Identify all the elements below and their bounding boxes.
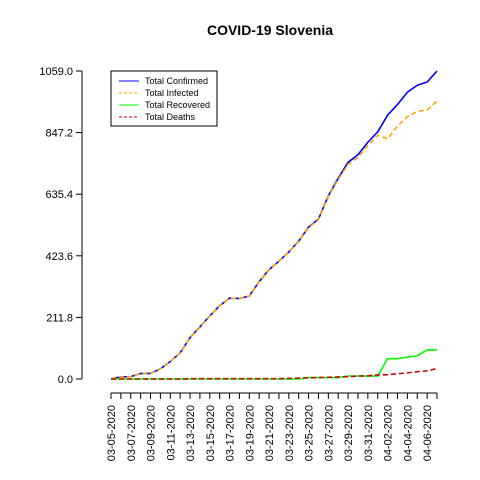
y-tick-label: 423.6 xyxy=(45,251,73,263)
legend-box xyxy=(110,70,218,127)
legend-label: Total Infected xyxy=(145,88,199,98)
legend-label: Total Deaths xyxy=(145,112,196,122)
y-tick-label: 1059.0 xyxy=(39,66,73,78)
x-tick-label: 03-27-2020 xyxy=(323,405,335,461)
x-tick-label: 03-15-2020 xyxy=(205,405,217,461)
legend: Total Confirmed Total Infected Total Recov… xyxy=(110,70,218,127)
y-tick-label: 211.8 xyxy=(46,312,73,324)
series-group xyxy=(110,70,438,380)
x-tick-label: 03-07-2020 xyxy=(126,405,138,461)
y-tick-label: 847.2 xyxy=(45,128,73,140)
x-tick-label: 04-04-2020 xyxy=(402,405,414,461)
legend-label: Total Recovered xyxy=(145,100,210,110)
x-tick-label: 03-21-2020 xyxy=(264,405,276,461)
y-axis: 0.0 211.8 423.6 635.4 847.2 1059.0 xyxy=(39,66,83,386)
x-tick-label: 03-11-2020 xyxy=(165,405,177,460)
x-tick-label: 03-09-2020 xyxy=(146,405,158,461)
chart-title: COVID-19 Slovenia xyxy=(207,22,333,38)
x-tick-label: 03-31-2020 xyxy=(363,405,375,461)
x-tick-label: 03-25-2020 xyxy=(304,405,316,461)
x-tick-label: 04-06-2020 xyxy=(422,405,434,461)
legend-label: Total Confirmed xyxy=(145,76,208,86)
y-tick-label: 0.0 xyxy=(58,374,73,386)
y-tick-label: 635.4 xyxy=(45,189,73,201)
x-axis: 03-05-2020 03-07-2020 03-09-2020 03-11-2020… xyxy=(106,392,438,461)
x-tick-label: 03-29-2020 xyxy=(343,405,355,461)
x-tick-label: 04-02-2020 xyxy=(383,405,395,461)
x-tick-label: 03-13-2020 xyxy=(185,405,197,461)
x-tick-label: 03-17-2020 xyxy=(225,405,237,461)
series-line-total-infected xyxy=(110,100,438,380)
x-tick-label: 03-19-2020 xyxy=(244,405,256,461)
x-tick-label: 03-05-2020 xyxy=(106,405,118,461)
series-line-total-deaths xyxy=(111,367,438,380)
x-tick-label: 03-23-2020 xyxy=(284,405,296,461)
